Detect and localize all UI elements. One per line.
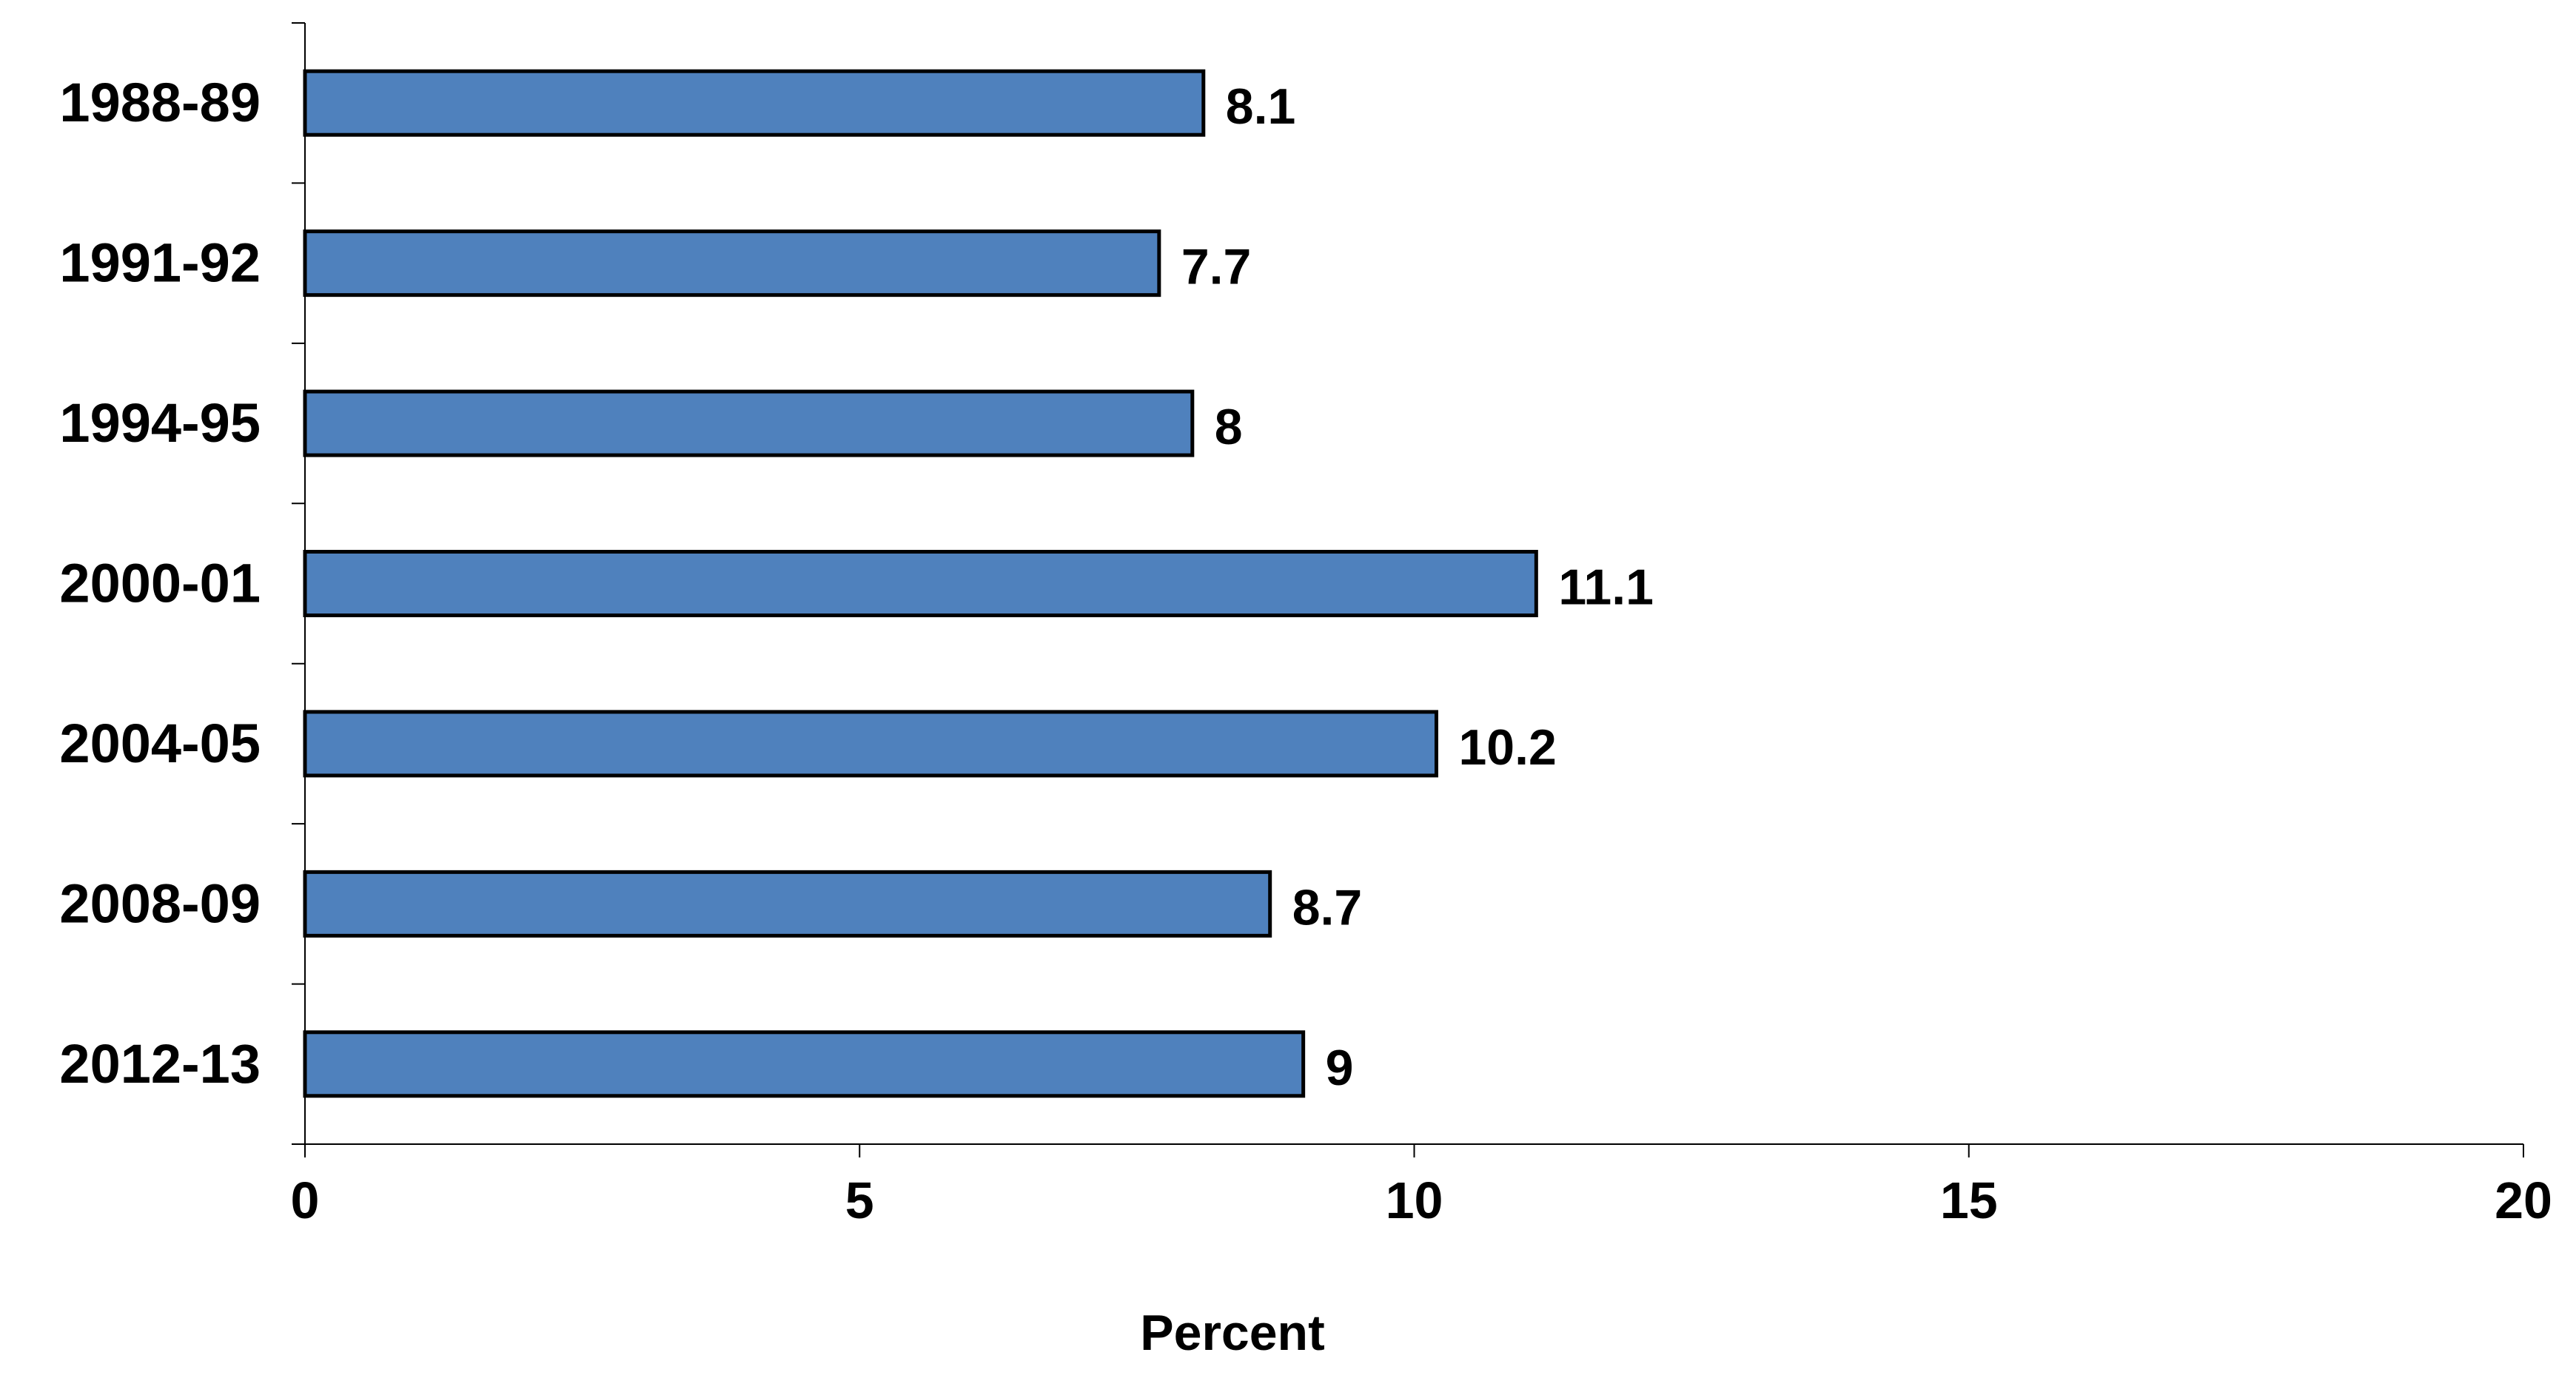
category-label: 2012-13 — [59, 1033, 261, 1095]
category-label: 2000-01 — [59, 553, 261, 614]
data-label: 8.7 — [1292, 879, 1363, 935]
bars-layer — [303, 69, 1538, 1098]
bar — [303, 870, 1272, 938]
category-label: 1994-95 — [59, 392, 261, 454]
data-label: 10.2 — [1458, 719, 1556, 776]
x-tick-label: 15 — [1940, 1172, 1998, 1229]
axes-layer — [292, 22, 2524, 1157]
data-label: 11.1 — [1558, 559, 1654, 616]
x-tick-label: 10 — [1386, 1172, 1443, 1229]
category-label: 1988-89 — [59, 72, 261, 133]
labels-layer: 0 5 10 15 20 1988-89 8.1 1991-92 7.7 1994-95 8 2000… — [59, 72, 2552, 1229]
x-tick-label: 5 — [845, 1172, 874, 1229]
bar — [303, 1030, 1306, 1098]
bar — [303, 550, 1538, 617]
x-axis-title: Percent — [1140, 1305, 1324, 1361]
bar — [303, 229, 1161, 298]
x-tick-label: 0 — [291, 1172, 320, 1229]
bar — [303, 69, 1206, 137]
category-label: 2004-05 — [59, 713, 261, 774]
category-label: 1991-92 — [59, 232, 261, 294]
bar — [303, 710, 1438, 778]
data-label: 8 — [1215, 399, 1243, 455]
data-label: 9 — [1326, 1040, 1354, 1096]
data-label: 8.1 — [1226, 78, 1296, 135]
x-tick-label: 20 — [2495, 1172, 2552, 1229]
data-label: 7.7 — [1181, 239, 1252, 295]
category-label: 2008-09 — [59, 873, 261, 934]
bar — [303, 389, 1195, 457]
